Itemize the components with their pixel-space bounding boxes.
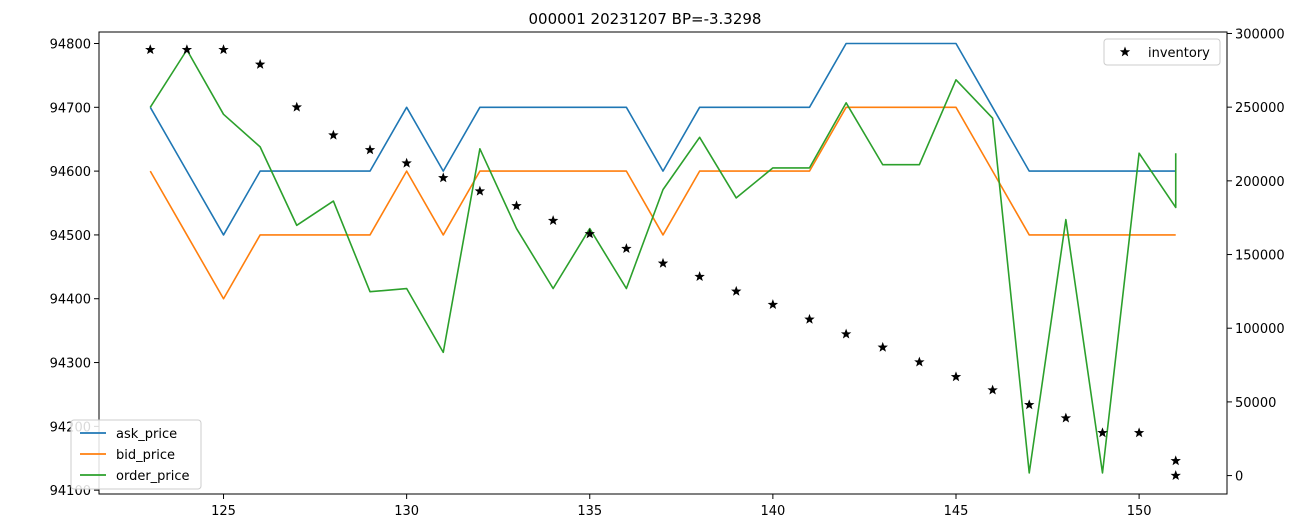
- series-order_price: [149, 49, 1177, 474]
- legend-frame: [1103, 38, 1221, 66]
- inventory-point: [218, 44, 229, 55]
- legend-inventory: inventory: [1103, 38, 1221, 66]
- inventory-point: [145, 44, 156, 55]
- y-tick-label: 94300: [50, 357, 91, 372]
- y-tick-label: 94700: [50, 101, 91, 116]
- legend-frame: [70, 419, 202, 490]
- legend-label-bid_price: bid_price: [116, 448, 175, 463]
- inventory-point: [767, 299, 779, 310]
- inventory-point: [511, 200, 522, 211]
- inventory-point: [438, 172, 449, 183]
- y2-tick-label: 200000: [1235, 175, 1285, 190]
- legend-label-ask_price: ask_price: [116, 427, 177, 442]
- inventory-point: [694, 271, 705, 282]
- y2-tick-label: 300000: [1235, 27, 1285, 42]
- legend-label-order_price: order_price: [116, 469, 190, 484]
- y2-tick-label: 0: [1235, 470, 1243, 485]
- inventory-point: [364, 144, 376, 155]
- legend-swatch-inventory: [1119, 46, 1131, 57]
- plot-area: [145, 42, 1181, 480]
- x-tick-label: 150: [1127, 504, 1152, 519]
- x-axis: 125 130 135 140 145 150: [211, 494, 1152, 519]
- y-tick-label: 94400: [50, 293, 91, 308]
- plot-frame: [98, 31, 1228, 495]
- inventory-point: [1097, 427, 1108, 438]
- inventory-point: [291, 101, 302, 112]
- y-tick-label: 94600: [50, 165, 91, 180]
- inventory-point: [1060, 412, 1072, 423]
- inventory-point: [804, 313, 815, 324]
- inventory-point: [1133, 427, 1145, 438]
- inventory-point: [621, 243, 632, 254]
- legend-prices: ask_price bid_price order_price: [70, 419, 202, 490]
- series-ask_price: [149, 42, 1176, 236]
- x-tick-label: 140: [760, 504, 785, 519]
- y2-tick-label: 100000: [1235, 322, 1285, 337]
- x-tick-label: 130: [394, 504, 419, 519]
- inventory-point: [547, 215, 559, 226]
- y-tick-label: 94500: [50, 229, 91, 244]
- inventory-point: [987, 384, 998, 395]
- inventory-point: [840, 328, 852, 339]
- y-tick-label: 94800: [50, 37, 91, 52]
- inventory-point: [877, 341, 888, 352]
- inventory-point: [1170, 455, 1181, 466]
- legend-label-inventory: inventory: [1148, 46, 1210, 61]
- inventory-point: [657, 257, 669, 268]
- series-bid_price: [149, 106, 1176, 300]
- inventory-point: [474, 185, 486, 196]
- inventory-point: [731, 285, 742, 296]
- inventory-point: [1024, 399, 1035, 410]
- y2-tick-label: 50000: [1235, 396, 1276, 411]
- inventory-point: [181, 44, 193, 55]
- x-tick-label: 135: [577, 504, 602, 519]
- inventory-point: [914, 356, 925, 367]
- chart-title: 000001 20231207 BP=-3.3298: [529, 10, 762, 28]
- y2-tick-label: 150000: [1235, 249, 1285, 264]
- inventory-point: [401, 157, 412, 168]
- inventory-point: [950, 371, 962, 382]
- x-tick-label: 125: [211, 504, 236, 519]
- series-inventory: [145, 44, 1181, 480]
- inventory-point: [328, 129, 339, 140]
- y-axis-right: 0 50000 100000 150000 200000 250000 300000: [1227, 27, 1285, 485]
- inventory-point: [584, 228, 595, 239]
- inventory-point: [254, 58, 266, 69]
- x-tick-label: 145: [944, 504, 969, 519]
- inventory-point: [1170, 470, 1181, 480]
- y2-tick-label: 250000: [1235, 101, 1285, 116]
